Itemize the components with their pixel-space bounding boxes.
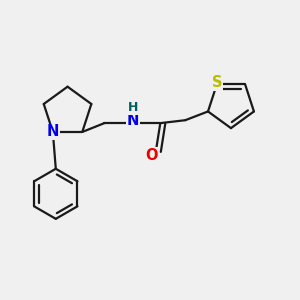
Text: N: N [47,124,59,140]
Text: H: H [128,101,138,114]
Text: O: O [145,148,158,163]
Text: N: N [127,113,140,128]
Text: S: S [212,76,222,91]
